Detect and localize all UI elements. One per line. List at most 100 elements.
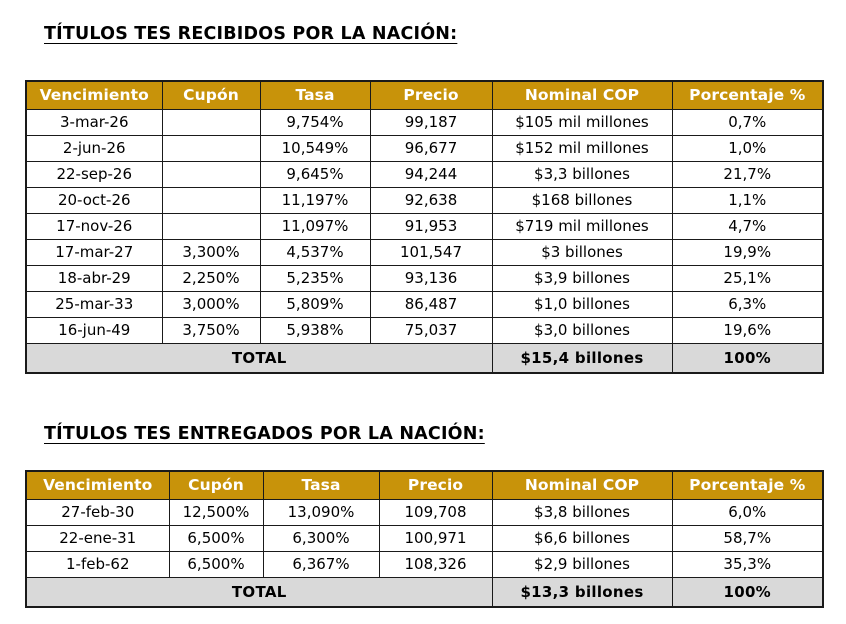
cell-nominal: $3,3 billones bbox=[491, 161, 673, 188]
cell-vencimiento: 18-abr-29 bbox=[25, 265, 163, 292]
table-body-recibidos: 3-mar-26 9,754% 99,187 $105 mil millones… bbox=[25, 109, 824, 374]
table-row: 1-feb-62 6,500% 6,367% 108,326 $2,9 bill… bbox=[25, 551, 824, 578]
column-header-tasa: Tasa bbox=[259, 80, 371, 110]
table-row: 18-abr-29 2,250% 5,235% 93,136 $3,9 bill… bbox=[25, 265, 824, 292]
cell-tasa: 10,549% bbox=[259, 135, 371, 162]
cell-vencimiento: 17-nov-26 bbox=[25, 213, 163, 240]
cell-tasa: 5,938% bbox=[259, 317, 371, 344]
cell-nominal: $3,0 billones bbox=[491, 317, 673, 344]
cell-porcentaje: 58,7% bbox=[671, 525, 824, 552]
total-row: TOTAL $15,4 billones 100% bbox=[25, 343, 824, 374]
cell-nominal: $6,6 billones bbox=[491, 525, 673, 552]
cell-porcentaje: 21,7% bbox=[671, 161, 824, 188]
cell-nominal: $719 mil millones bbox=[491, 213, 673, 240]
cell-cupon bbox=[161, 187, 261, 214]
cell-porcentaje: 6,3% bbox=[671, 291, 824, 318]
cell-cupon bbox=[161, 213, 261, 240]
column-header-nominal-cop: Nominal COP bbox=[491, 470, 673, 500]
cell-precio: 91,953 bbox=[369, 213, 493, 240]
cell-precio: 96,677 bbox=[369, 135, 493, 162]
cell-precio: 92,638 bbox=[369, 187, 493, 214]
cell-vencimiento: 22-ene-31 bbox=[25, 525, 170, 552]
cell-porcentaje: 4,7% bbox=[671, 213, 824, 240]
cell-tasa: 4,537% bbox=[259, 239, 371, 266]
column-header-porcentaje: Porcentaje % bbox=[671, 470, 824, 500]
column-header-precio: Precio bbox=[378, 470, 493, 500]
cell-porcentaje: 1,0% bbox=[671, 135, 824, 162]
cell-cupon: 6,500% bbox=[168, 551, 264, 578]
cell-nominal: $105 mil millones bbox=[491, 109, 673, 136]
column-header-porcentaje: Porcentaje % bbox=[671, 80, 824, 110]
cell-tasa: 13,090% bbox=[262, 499, 380, 526]
total-label: TOTAL bbox=[25, 343, 493, 374]
table-header-recibidos: Vencimiento Cupón Tasa Precio Nominal CO… bbox=[25, 80, 824, 110]
cell-tasa: 9,645% bbox=[259, 161, 371, 188]
cell-nominal: $152 mil millones bbox=[491, 135, 673, 162]
cell-cupon bbox=[161, 135, 261, 162]
cell-precio: 93,136 bbox=[369, 265, 493, 292]
column-header-cupon: Cupón bbox=[161, 80, 261, 110]
cell-porcentaje: 19,6% bbox=[671, 317, 824, 344]
cell-porcentaje: 25,1% bbox=[671, 265, 824, 292]
total-row: TOTAL $13,3 billones 100% bbox=[25, 577, 824, 608]
table-row: 16-jun-49 3,750% 5,938% 75,037 $3,0 bill… bbox=[25, 317, 824, 344]
cell-cupon: 3,300% bbox=[161, 239, 261, 266]
column-header-tasa: Tasa bbox=[262, 470, 380, 500]
table-row: 2-jun-26 10,549% 96,677 $152 mil millone… bbox=[25, 135, 824, 162]
column-header-precio: Precio bbox=[369, 80, 493, 110]
cell-cupon bbox=[161, 109, 261, 136]
table-row: 27-feb-30 12,500% 13,090% 109,708 $3,8 b… bbox=[25, 499, 824, 526]
cell-tasa: 6,300% bbox=[262, 525, 380, 552]
cell-porcentaje: 35,3% bbox=[671, 551, 824, 578]
cell-vencimiento: 1-feb-62 bbox=[25, 551, 170, 578]
table-row: 22-ene-31 6,500% 6,300% 100,971 $6,6 bil… bbox=[25, 525, 824, 552]
header-row: Vencimiento Cupón Tasa Precio Nominal CO… bbox=[25, 470, 824, 500]
cell-precio: 94,244 bbox=[369, 161, 493, 188]
cell-cupon: 6,500% bbox=[168, 525, 264, 552]
total-label: TOTAL bbox=[25, 577, 493, 608]
cell-vencimiento: 20-oct-26 bbox=[25, 187, 163, 214]
table-row: 3-mar-26 9,754% 99,187 $105 mil millones… bbox=[25, 109, 824, 136]
cell-nominal: $3,9 billones bbox=[491, 265, 673, 292]
table-row: 22-sep-26 9,645% 94,244 $3,3 billones 21… bbox=[25, 161, 824, 188]
cell-precio: 108,326 bbox=[378, 551, 493, 578]
table-row: 20-oct-26 11,197% 92,638 $168 billones 1… bbox=[25, 187, 824, 214]
cell-nominal: $3,8 billones bbox=[491, 499, 673, 526]
cell-nominal: $168 billones bbox=[491, 187, 673, 214]
cell-nominal: $3 billones bbox=[491, 239, 673, 266]
table-titulos-tes-entregados: Vencimiento Cupón Tasa Precio Nominal CO… bbox=[25, 470, 824, 608]
cell-tasa: 11,097% bbox=[259, 213, 371, 240]
cell-vencimiento: 2-jun-26 bbox=[25, 135, 163, 162]
section-title-entregados: TÍTULOS TES ENTREGADOS POR LA NACIÓN: bbox=[44, 424, 485, 444]
cell-porcentaje: 19,9% bbox=[671, 239, 824, 266]
cell-tasa: 5,809% bbox=[259, 291, 371, 318]
cell-cupon: 12,500% bbox=[168, 499, 264, 526]
cell-tasa: 9,754% bbox=[259, 109, 371, 136]
cell-cupon: 3,000% bbox=[161, 291, 261, 318]
cell-vencimiento: 22-sep-26 bbox=[25, 161, 163, 188]
cell-precio: 100,971 bbox=[378, 525, 493, 552]
cell-tasa: 5,235% bbox=[259, 265, 371, 292]
cell-vencimiento: 3-mar-26 bbox=[25, 109, 163, 136]
cell-tasa: 11,197% bbox=[259, 187, 371, 214]
total-nominal: $13,3 billones bbox=[491, 577, 673, 608]
cell-porcentaje: 6,0% bbox=[671, 499, 824, 526]
cell-precio: 101,547 bbox=[369, 239, 493, 266]
section-title-recibidos: TÍTULOS TES RECIBIDOS POR LA NACIÓN: bbox=[44, 24, 458, 44]
cell-vencimiento: 16-jun-49 bbox=[25, 317, 163, 344]
table-row: 25-mar-33 3,000% 5,809% 86,487 $1,0 bill… bbox=[25, 291, 824, 318]
cell-vencimiento: 27-feb-30 bbox=[25, 499, 170, 526]
cell-cupon: 3,750% bbox=[161, 317, 261, 344]
cell-nominal: $1,0 billones bbox=[491, 291, 673, 318]
cell-cupon bbox=[161, 161, 261, 188]
total-porcentaje: 100% bbox=[671, 577, 824, 608]
cell-cupon: 2,250% bbox=[161, 265, 261, 292]
header-row: Vencimiento Cupón Tasa Precio Nominal CO… bbox=[25, 80, 824, 110]
table-header-entregados: Vencimiento Cupón Tasa Precio Nominal CO… bbox=[25, 470, 824, 500]
column-header-vencimiento: Vencimiento bbox=[25, 80, 163, 110]
cell-vencimiento: 17-mar-27 bbox=[25, 239, 163, 266]
cell-precio: 109,708 bbox=[378, 499, 493, 526]
total-porcentaje: 100% bbox=[671, 343, 824, 374]
cell-precio: 86,487 bbox=[369, 291, 493, 318]
cell-tasa: 6,367% bbox=[262, 551, 380, 578]
